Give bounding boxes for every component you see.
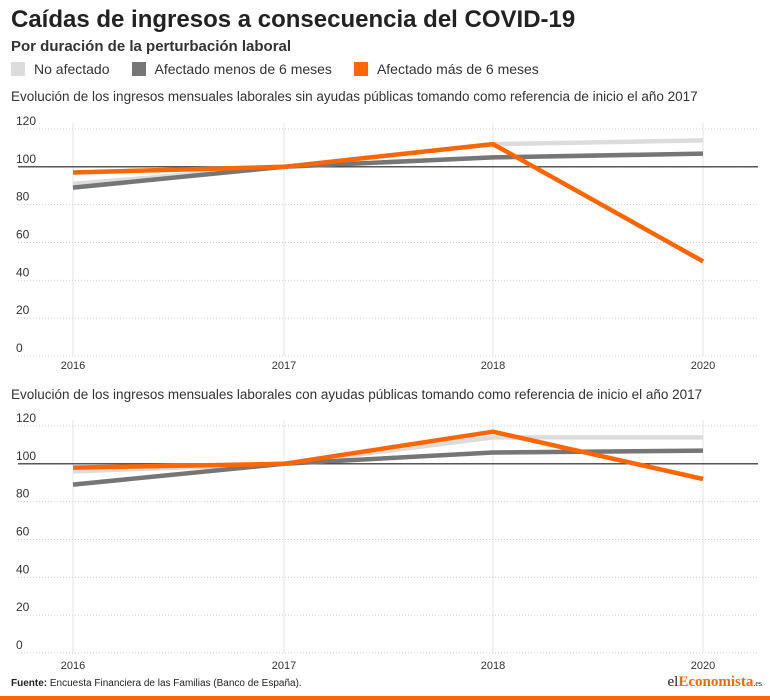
y-tick-label: 60 (16, 228, 30, 242)
bottom-accent-bar (0, 696, 770, 700)
y-tick-label: 20 (16, 600, 30, 614)
series-line-afectado-menos-de-6-meses (72, 151, 704, 190)
legend-swatch-mas-6-meses (353, 62, 368, 76)
y-tick-label: 120 (16, 114, 36, 128)
brand-suffix: .es (753, 679, 762, 688)
y-tick-label: 80 (16, 487, 30, 501)
brand-main: Economista (678, 674, 754, 690)
chart-title-con-ayudas: Evolución de los ingresos mensuales labo… (11, 387, 703, 402)
legend-label: Afectado menos de 6 meses (154, 61, 332, 77)
x-tick-label: 2018 (481, 360, 505, 372)
y-tick-label: 80 (16, 190, 30, 204)
y-tick-label: 40 (16, 562, 30, 576)
y-tick-label: 0 (16, 638, 23, 652)
x-tick-label: 2018 (481, 660, 505, 672)
source-note: Fuente: Encuesta Financiera de las Famil… (11, 678, 302, 689)
x-tick-label: 2020 (691, 660, 715, 672)
legend-item-menos-6-meses: Afectado menos de 6 meses (131, 61, 332, 77)
brand-logo: elEconomista.es (668, 674, 763, 691)
legend-swatch-menos-6-meses (131, 62, 146, 76)
chart-title-sin-ayudas: Evolución de los ingresos mensuales labo… (11, 89, 698, 104)
legend-swatch-no-afectado (11, 62, 25, 76)
line-chart-sin-ayudas: 0 20 40 60 80 100 120 2016 2017 2018 2020 (16, 114, 758, 372)
legend-item-mas-6-meses: Afectado más de 6 meses (353, 61, 539, 77)
brand-prefix: el (667, 674, 679, 690)
series-line-afectado-más-de-6-meses (72, 429, 704, 482)
y-tick-label: 100 (16, 152, 36, 166)
page-subtitle: Por duración de la perturbación laboral (11, 38, 292, 55)
y-tick-label: 100 (16, 449, 36, 463)
y-tick-label: 120 (16, 411, 36, 425)
page-title: Caídas de ingresos a consecuencia del CO… (11, 6, 576, 33)
y-tick-label: 20 (16, 303, 30, 317)
series-line-afectado-más-de-6-meses (72, 141, 705, 264)
source-text: Encuesta Financiera de las Familias (Ban… (49, 678, 302, 689)
source-label: Fuente: (11, 678, 48, 689)
x-tick-label: 2016 (61, 360, 85, 372)
x-tick-label: 2016 (61, 660, 85, 672)
x-tick-label: 2017 (272, 660, 296, 672)
series-line-afectado-menos-de-6-meses (72, 448, 704, 487)
legend: No afectado Afectado menos de 6 meses Af… (11, 61, 561, 77)
y-tick-label: 0 (16, 341, 23, 355)
y-tick-label: 40 (16, 265, 30, 279)
x-tick-label: 2017 (272, 360, 296, 372)
legend-label: Afectado más de 6 meses (376, 61, 539, 77)
legend-item-no-afectado: No afectado (11, 61, 110, 77)
x-tick-label: 2020 (691, 360, 715, 372)
legend-label: No afectado (34, 61, 110, 77)
y-tick-label: 60 (16, 525, 30, 539)
line-chart-con-ayudas: 0 20 40 60 80 100 120 2016 2017 2018 2020 (16, 411, 758, 672)
